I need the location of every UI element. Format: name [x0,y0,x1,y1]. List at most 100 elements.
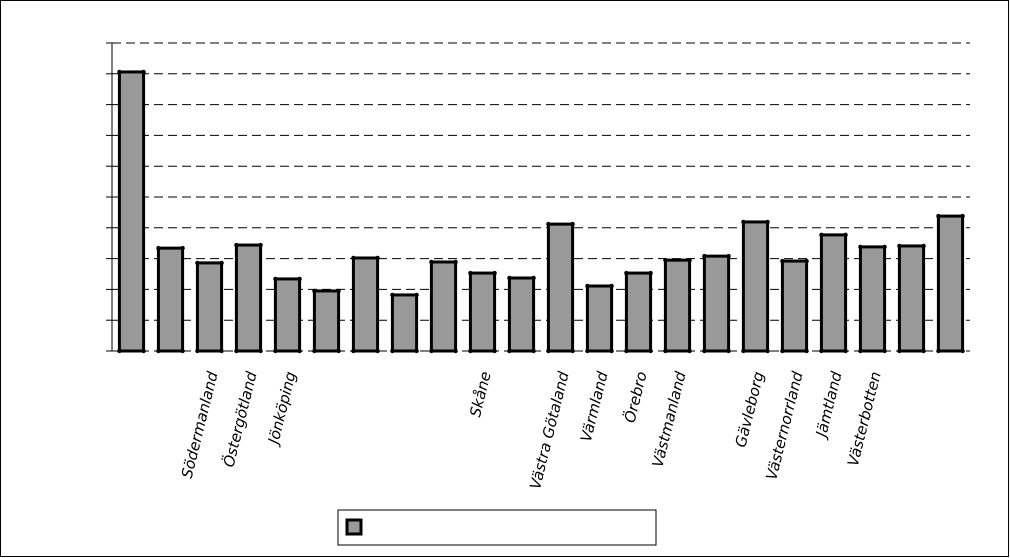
bar-corner [585,348,590,354]
bar-corner [312,288,317,294]
bar-corner [780,258,785,264]
bar-corner [453,348,458,354]
bar-corner [234,242,239,248]
bar-corner [219,260,224,266]
bar-corner [336,288,341,294]
bar-corner [804,258,809,264]
bar-corner [960,348,965,354]
bar-corner [882,348,887,354]
bar-corner [390,348,395,354]
bar-corner [663,348,668,354]
bar [468,271,497,353]
bar-corner [687,348,692,354]
bar [117,70,146,353]
bar-corner [765,348,770,354]
bar [780,259,809,353]
bar [195,261,224,353]
bar-corner [375,255,380,261]
bar-corner [648,270,653,276]
bar [585,284,614,353]
bar [624,271,653,353]
bar-corner [843,232,848,238]
bar-corner [414,348,419,354]
bar-corner [258,242,263,248]
bar [234,243,263,353]
bar-corner [453,259,458,265]
bar-corner [117,348,122,354]
bar-corner [492,348,497,354]
bar-corner [156,348,161,354]
bar [312,289,341,353]
bar-corner [546,348,551,354]
bar-corner [234,348,239,354]
bar [507,276,536,353]
bar [819,233,848,353]
bar-corner [375,348,380,354]
bar-corner [531,348,536,354]
bar-corner [726,253,731,259]
legend-swatch [345,518,363,536]
bar-corner [936,213,941,219]
bar-corner [780,348,785,354]
bar-corner [741,348,746,354]
bar-corner [507,275,512,281]
bar-corner [468,270,473,276]
bar-corner [897,348,902,354]
bar [351,256,380,353]
bar [546,222,575,353]
bar-corner [702,348,707,354]
bar-corner [936,348,941,354]
bar-corner [219,348,224,354]
bar-corner [570,348,575,354]
bar-corner [156,245,161,251]
bar-corner [390,292,395,298]
bar-corner [336,348,341,354]
bar [429,260,458,353]
bar-corner [819,348,824,354]
bar-corner [843,348,848,354]
bar-corner [195,260,200,266]
bar-corner [141,348,146,354]
bar-corner [960,213,965,219]
bar-corner [297,348,302,354]
bar-corner [273,276,278,282]
bar [936,214,965,353]
bar-corner [531,275,536,281]
bar [897,244,926,353]
bar-corner [546,221,551,227]
bar-corner [180,245,185,251]
bar [741,220,770,353]
bar-corner [648,348,653,354]
bar-corner [297,276,302,282]
bar-corner [819,232,824,238]
bar-corner [351,255,356,261]
bar-corner [468,348,473,354]
bar-corner [921,243,926,249]
bar-corner [858,348,863,354]
bar-corner [609,348,614,354]
bar-corner [624,270,629,276]
bar-corner [804,348,809,354]
bar-corner [258,348,263,354]
bar-corner [858,244,863,250]
bar-corner [414,292,419,298]
bar-corner [882,244,887,250]
bar-corner [897,243,902,249]
bar-corner [702,253,707,259]
bar-corner [687,257,692,263]
bar-corner [570,221,575,227]
bar-corner [117,69,122,75]
bar-corner [609,283,614,289]
bar [273,277,302,353]
bar-corner [585,283,590,289]
bar-corner [741,219,746,225]
bar [156,246,185,353]
bar-corner [765,219,770,225]
bar-corner [726,348,731,354]
bar-corner [195,348,200,354]
bar [702,254,731,353]
legend-box [337,509,657,546]
bar-corner [273,348,278,354]
bar-corner [507,348,512,354]
